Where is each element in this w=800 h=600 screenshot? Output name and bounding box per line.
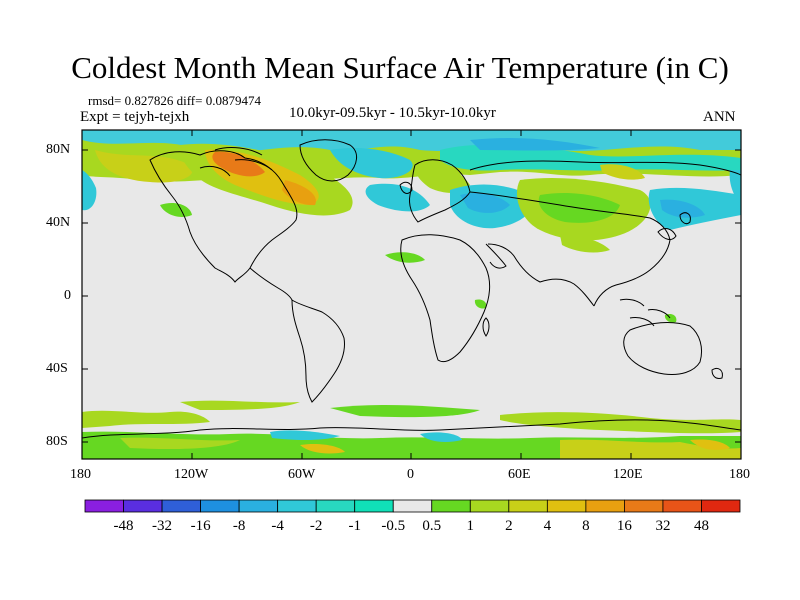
colorbar-swatch bbox=[662, 499, 702, 513]
x-tick-label: 180 bbox=[70, 467, 91, 482]
colorbar-swatch bbox=[431, 499, 471, 513]
colorbar-label: 32 bbox=[655, 518, 671, 534]
colorbar-label: 2 bbox=[505, 518, 513, 534]
colorbar-label: -48 bbox=[113, 518, 134, 534]
x-tick-label: 60W bbox=[288, 467, 316, 482]
colorbar-label: -8 bbox=[232, 518, 246, 534]
colorbar-swatch bbox=[701, 499, 741, 513]
stats-line: rmsd= 0.827826 diff= 0.0879474 bbox=[88, 93, 261, 108]
y-tick-label: 80N bbox=[46, 142, 71, 157]
colorbar-swatch bbox=[123, 499, 163, 513]
x-tick-label: 60E bbox=[508, 467, 531, 482]
map-title: Coldest Month Mean Surface Air Temperatu… bbox=[71, 50, 729, 85]
colorbar-label: -1 bbox=[348, 518, 361, 534]
experiment-label: Expt = tejyh-tejxh bbox=[80, 109, 190, 125]
x-tick-label: 0 bbox=[407, 467, 414, 482]
y-tick-label: 40N bbox=[46, 215, 71, 230]
colorbar-label: -2 bbox=[309, 518, 323, 534]
x-tick-label: 120W bbox=[174, 467, 209, 482]
colorbar-label: -32 bbox=[152, 518, 173, 534]
colorbar-swatch bbox=[585, 499, 625, 513]
colorbar-swatch bbox=[200, 499, 240, 513]
colorbar-label: -4 bbox=[271, 518, 284, 534]
x-tick-label: 120E bbox=[613, 467, 643, 482]
colorbar-label: 8 bbox=[582, 518, 590, 534]
colorbar-swatch bbox=[238, 499, 279, 513]
colorbar-label: -16 bbox=[190, 518, 211, 534]
colorbar-swatch bbox=[277, 499, 317, 513]
y-tick-label: 80S bbox=[46, 434, 68, 449]
y-tick-label: 0 bbox=[64, 288, 71, 303]
colorbar-swatch bbox=[354, 499, 394, 513]
y-tick-label: 40S bbox=[46, 361, 68, 376]
colorbar bbox=[84, 499, 741, 513]
colorbar-swatch bbox=[624, 499, 664, 513]
x-tick-label: 180 bbox=[729, 467, 750, 482]
colorbar-label: 1 bbox=[466, 518, 475, 534]
colorbar-swatch bbox=[392, 499, 433, 513]
colorbar-swatch bbox=[161, 499, 201, 513]
colorbar-swatch bbox=[84, 499, 124, 513]
colorbar-label: -0.5 bbox=[381, 518, 406, 534]
colorbar-label: 4 bbox=[543, 518, 552, 534]
y-axis-ticks bbox=[82, 149, 741, 443]
colorbar-label: 0.5 bbox=[422, 518, 442, 534]
colorbar-swatch bbox=[508, 499, 548, 513]
colorbar-swatch bbox=[546, 499, 587, 513]
colorbar-label: 16 bbox=[616, 518, 632, 534]
colorbar-label: 48 bbox=[693, 518, 709, 534]
colorbar-swatch bbox=[469, 499, 510, 513]
temperature-anomaly-field bbox=[82, 130, 741, 459]
x-axis-ticks bbox=[191, 130, 632, 459]
coastlines bbox=[82, 139, 741, 439]
season-label: ANN bbox=[703, 109, 736, 125]
colorbar-swatch bbox=[315, 499, 356, 513]
period-label: 10.0kyr-09.5kyr - 10.5kyr-10.0kyr bbox=[289, 105, 496, 121]
